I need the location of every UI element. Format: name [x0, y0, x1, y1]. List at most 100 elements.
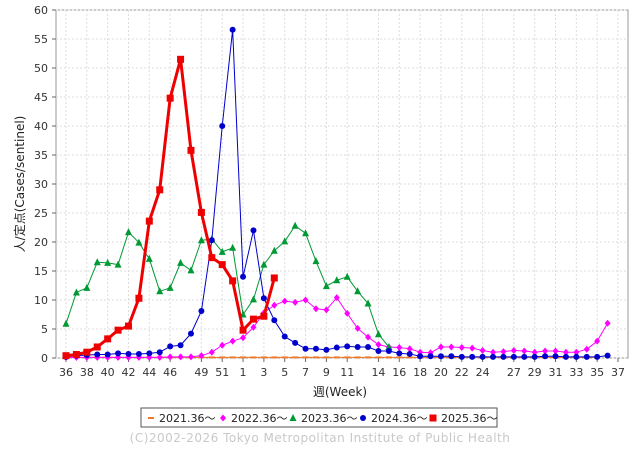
series-3-point	[479, 353, 486, 360]
series-3-point	[490, 353, 497, 360]
y-tick-label: 15	[34, 265, 48, 278]
x-tick-label: 51	[215, 366, 229, 379]
series-4-point	[270, 274, 278, 282]
x-tick-label: 49	[194, 366, 208, 379]
series-1-point	[365, 333, 372, 341]
series-2-point	[197, 236, 205, 244]
series-1-point	[156, 353, 163, 361]
series-3-point	[396, 350, 403, 357]
series-2-point	[72, 288, 80, 296]
series-2-point	[374, 330, 382, 338]
series-0-point	[229, 356, 236, 359]
series-1-point	[479, 346, 486, 354]
series-1-point	[333, 294, 340, 302]
legend-label: 2022.36〜	[231, 412, 288, 425]
series-4-point	[429, 414, 437, 422]
series-1-point	[490, 348, 497, 356]
series-2-point	[135, 238, 143, 246]
series-3-point	[552, 353, 559, 360]
series-3-point	[177, 342, 184, 349]
x-tick-label: 1	[240, 366, 247, 379]
series-3-point	[360, 415, 366, 421]
x-tick-label: 9	[323, 366, 330, 379]
x-tick-label: 38	[80, 366, 94, 379]
series-1-point	[552, 347, 559, 355]
series-1-point	[510, 346, 517, 354]
series-4-point	[114, 326, 122, 334]
series-3-point	[292, 339, 299, 346]
x-tick-label: 42	[121, 366, 135, 379]
series-0-point	[281, 356, 288, 359]
series-1-point	[448, 343, 455, 351]
series-2-point	[229, 243, 237, 251]
series-3-point	[219, 123, 226, 129]
legend-label: 2024.36〜	[371, 412, 428, 425]
x-tick-label: 31	[549, 366, 563, 379]
series-1-point	[458, 344, 465, 352]
series-3-point	[427, 353, 434, 360]
series-3-point	[323, 346, 330, 353]
series-1-point	[240, 334, 247, 342]
series-1-point	[573, 348, 580, 356]
y-tick-label: 35	[34, 149, 48, 162]
series-2-point	[312, 257, 320, 265]
series-4	[62, 55, 278, 360]
series-2-point	[145, 254, 153, 262]
series-2-point	[322, 282, 330, 290]
legend-item: 2023.36〜	[289, 412, 358, 425]
series-1-point	[500, 348, 507, 356]
series-3-point	[521, 353, 528, 360]
y-tick-label: 0	[41, 352, 48, 365]
series-0-point	[375, 356, 382, 359]
series-1-point	[542, 347, 549, 355]
series-2-point	[343, 272, 351, 280]
series-2-point	[289, 414, 297, 421]
series-2-point	[187, 266, 195, 274]
series-2-point	[333, 276, 341, 284]
series-2-point	[364, 299, 372, 307]
series-1-point	[292, 298, 299, 306]
series-2-point	[354, 287, 362, 295]
series-1-point	[198, 352, 205, 360]
series-3-point	[385, 348, 392, 355]
series-3-point	[573, 353, 580, 360]
series-1-point	[177, 353, 184, 361]
y-tick-label: 40	[34, 120, 48, 133]
series-0-point	[312, 356, 319, 359]
y-tick-label: 45	[34, 91, 48, 104]
y-tick-label: 20	[34, 236, 48, 249]
series-1-point	[323, 306, 330, 314]
legend-item: 2024.36〜	[360, 412, 428, 425]
legend-label: 2025.36〜	[441, 412, 498, 425]
series-3-point	[333, 344, 340, 351]
x-tick-label: 40	[101, 366, 115, 379]
series-0-point	[219, 356, 226, 359]
series-3-point	[417, 353, 424, 360]
series-1-point	[167, 353, 174, 361]
legend-label: 2021.36〜	[159, 412, 216, 425]
series-0-point	[250, 356, 257, 359]
y-axis-title: 人/定点(Cases/sentinel)	[12, 116, 27, 253]
legend: 2021.36〜 2022.36〜 2023.36〜 2024.36〜 2025.36〜	[140, 407, 498, 428]
series-1-point	[354, 324, 361, 332]
series-1-point	[250, 323, 257, 331]
y-tick-label: 25	[34, 207, 48, 220]
series-1-point	[344, 309, 351, 317]
series-3-point	[187, 330, 194, 337]
series-1-point	[396, 344, 403, 352]
legend-item: 2022.36〜	[220, 412, 288, 425]
series-4-point	[93, 343, 101, 351]
legend-box	[140, 407, 498, 428]
series-1-point	[604, 319, 611, 327]
series-2-point	[114, 260, 122, 268]
series-3-point	[448, 353, 455, 360]
series-3-point	[302, 345, 309, 352]
series-3-point	[406, 350, 413, 357]
x-tick-label: 36	[59, 366, 73, 379]
series-2-point	[270, 246, 278, 254]
series-4-point	[249, 315, 257, 323]
series-1-point	[312, 305, 319, 313]
series-4-point	[83, 348, 91, 356]
